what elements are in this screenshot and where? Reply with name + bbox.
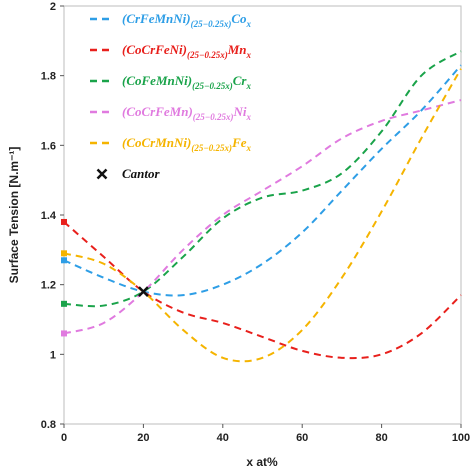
series-start-marker-4 xyxy=(61,330,67,337)
series-line-5 xyxy=(63,68,462,363)
x-tick-label: 80 xyxy=(375,432,387,444)
y-tick-label: 0.8 xyxy=(41,419,56,431)
y-tick-label: 1 xyxy=(50,349,56,361)
plot-frame xyxy=(63,5,462,425)
series-start-marker-2 xyxy=(61,218,67,225)
legend: (CrFeMnNi)(25−0.25x)Cox (CoCrFeNi)(25−0.2… xyxy=(90,11,252,181)
legend-label-5: (CoCrMnNi)(25−0.25x)Fex xyxy=(122,135,252,153)
series-line-2 xyxy=(63,221,462,360)
x-tick-label: 0 xyxy=(61,432,67,444)
series-line-1 xyxy=(63,64,462,297)
legend-label-3: (CoFeMnNi)(25−0.25x)Crx xyxy=(122,73,252,91)
cantor-layer xyxy=(138,286,149,298)
y-tick-label: 1.6 xyxy=(41,140,56,152)
legend-cantor-marker xyxy=(96,168,108,180)
legend-label-4: (CoCrFeMn)(25−0.25x)Nix xyxy=(122,104,252,122)
series-start-marker-1 xyxy=(61,257,67,264)
y-tick-label: 2 xyxy=(50,1,56,13)
legend-label-2: (CoCrFeNi)(25−0.25x)Mnx xyxy=(122,42,252,60)
x-tick-label: 20 xyxy=(137,432,149,444)
y-axis-title: Surface Tension [N.m⁻¹] xyxy=(7,147,21,284)
legend-label-1: (CrFeMnNi)(25−0.25x)Cox xyxy=(122,11,252,29)
series-start-marker-3 xyxy=(61,300,67,307)
x-tick-label: 100 xyxy=(452,432,470,444)
series-line-3 xyxy=(63,50,462,308)
x-axis-title: x at% xyxy=(246,455,278,469)
series-layer xyxy=(61,50,462,363)
y-tick-label: 1.2 xyxy=(41,280,56,292)
series-start-marker-5 xyxy=(61,250,67,257)
y-tick-label: 1.4 xyxy=(41,210,57,222)
x-tick-label: 60 xyxy=(296,432,308,444)
x-tick-label: 40 xyxy=(217,432,229,444)
y-tick-label: 1.8 xyxy=(41,71,56,83)
cantor-marker xyxy=(138,286,149,298)
legend-cantor-label: Cantor xyxy=(122,166,161,181)
series-line-4 xyxy=(63,99,462,335)
tick-layer: 0 20 40 60 80 100 0.8 1 1.2 1.4 1.6 1.8 2 xyxy=(41,1,470,444)
